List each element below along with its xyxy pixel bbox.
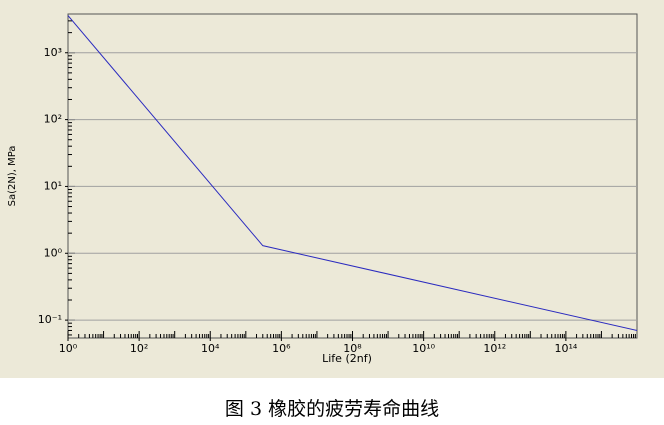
- x-tick-label: 10⁰: [59, 342, 78, 355]
- x-tick-label: 10¹⁰: [412, 342, 435, 355]
- data-line: [67, 15, 638, 331]
- y-tick-label: 10²: [44, 113, 62, 126]
- y-tick-label: 10¹: [44, 179, 62, 192]
- x-axis-label: Life (2nf): [322, 352, 372, 365]
- y-axis-label: Sa(2N), MPa: [7, 146, 18, 207]
- y-tick-label: 10⁰: [44, 246, 63, 259]
- x-tick-label: 10⁶: [272, 342, 291, 355]
- x-tick-label: 10¹⁴: [554, 342, 577, 355]
- x-tick-label: 10⁸: [343, 342, 362, 355]
- y-tick-label: 10³: [44, 46, 62, 59]
- y-tick-label: 10⁻¹: [38, 313, 62, 326]
- x-tick-label: 10⁴: [201, 342, 220, 355]
- caption: 图 3 橡胶的疲劳寿命曲线: [225, 398, 439, 420]
- x-tick-label: 10²: [130, 342, 148, 355]
- plot-area: [67, 13, 638, 339]
- x-tick-label: 10¹²: [483, 342, 506, 355]
